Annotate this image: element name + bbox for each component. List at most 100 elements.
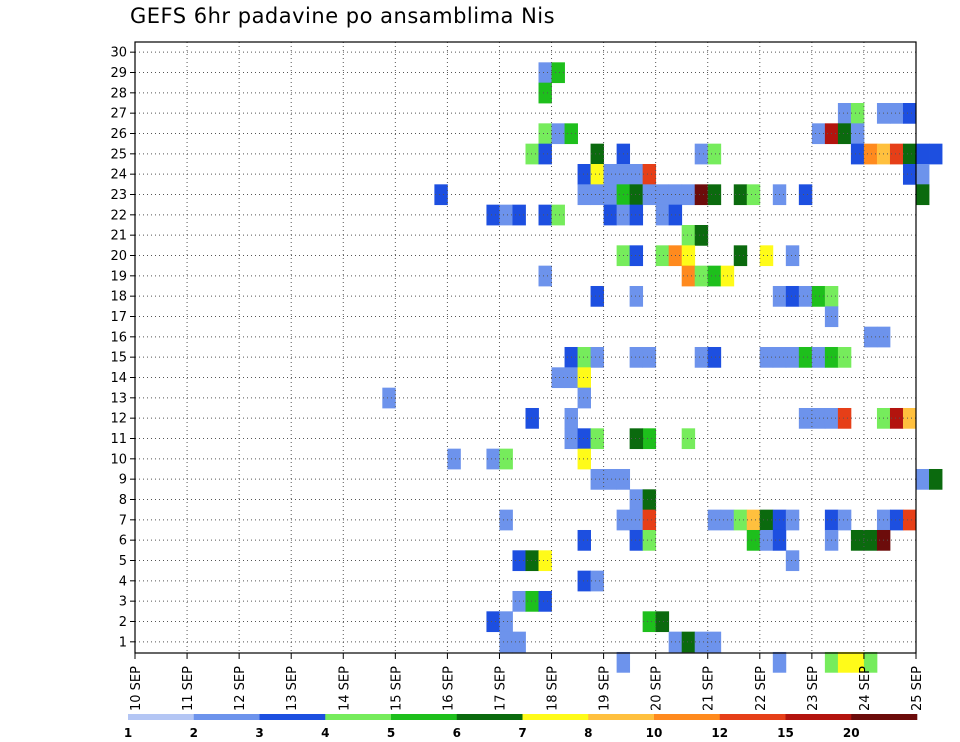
- heat-cell: [616, 651, 631, 673]
- heat-cell: [707, 346, 722, 368]
- x-tick-label: 24 SEP: [858, 666, 873, 711]
- heat-cell: [577, 346, 591, 368]
- heat-cell: [863, 651, 878, 673]
- y-tick-label: 26: [110, 127, 127, 142]
- y-tick-label: 5: [119, 554, 127, 569]
- heat-cell: [577, 387, 591, 409]
- y-tick-label: 22: [110, 208, 127, 223]
- heat-cell: [916, 468, 930, 490]
- heat-cell: [577, 184, 591, 206]
- heat-cell: [577, 367, 591, 389]
- heat-cell: [577, 570, 591, 592]
- heat-cell: [590, 143, 604, 165]
- heat-cell: [538, 265, 552, 287]
- heat-cell: [837, 346, 852, 368]
- heat-cell: [629, 245, 644, 267]
- x-tick-label: 12 SEP: [233, 666, 248, 711]
- y-tick-label: 29: [110, 66, 127, 81]
- heat-cell: [590, 184, 604, 206]
- heat-cell: [681, 265, 696, 287]
- heat-cell: [798, 285, 813, 307]
- x-tick-label: 20 SEP: [650, 666, 665, 711]
- heat-cell: [733, 509, 748, 531]
- heat-cell: [863, 529, 878, 551]
- heat-cell: [629, 164, 644, 185]
- heat-cell: [694, 631, 709, 653]
- heat-cell: [785, 550, 800, 572]
- heat-cell: [707, 184, 722, 206]
- heat-cell: [486, 204, 500, 226]
- x-tick-label: 22 SEP: [754, 666, 769, 711]
- y-tick-label: 24: [110, 168, 127, 183]
- heat-cell: [889, 509, 904, 531]
- y-tick-label: 13: [110, 391, 127, 406]
- heat-cell: [590, 164, 604, 185]
- heat-cell: [681, 245, 696, 267]
- heat-cell: [486, 448, 500, 470]
- heat-cell: [759, 529, 774, 551]
- y-tick-label: 8: [119, 493, 127, 508]
- heat-cell: [746, 509, 761, 531]
- heat-cell: [759, 509, 774, 531]
- x-tick-label: 17 SEP: [493, 666, 508, 711]
- heat-cell: [642, 529, 657, 551]
- plot-border: [134, 41, 917, 654]
- x-tick-label: 25 SEP: [910, 666, 925, 711]
- heat-cell: [681, 631, 696, 653]
- x-tick-label: 11 SEP: [181, 666, 196, 711]
- y-tick-label: 18: [110, 290, 127, 305]
- heat-cell: [889, 407, 904, 429]
- heat-cell: [863, 143, 878, 165]
- heat-cell: [785, 285, 800, 307]
- y-tick-label: 17: [110, 310, 127, 325]
- heat-cell: [629, 346, 644, 368]
- y-tick-label: 6: [119, 534, 127, 549]
- heat-cell: [577, 529, 591, 551]
- heat-cell: [577, 428, 591, 450]
- heat-cell: [603, 468, 618, 490]
- heat-cell: [902, 103, 917, 124]
- heat-cell: [889, 143, 904, 165]
- colorbar-swatch: [851, 714, 918, 720]
- heat-cell: [499, 448, 513, 470]
- heat-cell: [629, 529, 644, 551]
- cells-layer: [382, 62, 943, 673]
- x-tick-label: 23 SEP: [806, 666, 821, 711]
- heat-cell: [447, 448, 461, 470]
- y-tick-label: 21: [110, 229, 127, 244]
- heat-cell: [811, 123, 826, 145]
- heat-cell: [837, 407, 852, 429]
- heat-cell: [590, 468, 604, 490]
- colorbar-label: 15: [777, 726, 794, 740]
- chart-title: GEFS 6hr padavine po ansamblima Nis: [130, 4, 556, 28]
- heat-cell: [577, 448, 591, 470]
- x-tick-label: 15 SEP: [389, 666, 404, 711]
- colorbar-label: 8: [584, 726, 592, 740]
- colorbar-label: 12: [711, 726, 728, 740]
- colorbar-label: 7: [518, 726, 526, 740]
- y-tick-label: 4: [119, 574, 127, 589]
- y-tick-label: 23: [110, 188, 127, 203]
- heat-cell: [916, 164, 930, 185]
- heat-cell: [525, 550, 539, 572]
- heat-cell: [824, 651, 839, 673]
- heat-cell: [486, 611, 500, 633]
- heat-cell: [655, 184, 670, 206]
- heat-cell: [590, 346, 604, 368]
- heat-cell: [785, 245, 800, 267]
- heat-cell: [538, 550, 552, 572]
- heat-cell: [551, 204, 565, 226]
- y-tick-label: 1: [119, 635, 127, 650]
- heat-cell: [902, 509, 917, 531]
- colorbar-swatch: [522, 714, 589, 720]
- heat-cell: [837, 103, 852, 124]
- heat-cell: [642, 428, 657, 450]
- heat-cell: [929, 468, 943, 490]
- heat-cell: [902, 407, 917, 429]
- heat-cell: [551, 367, 565, 389]
- y-tick-label: 10: [110, 452, 127, 467]
- colorbar-swatch: [654, 714, 721, 720]
- heat-cell: [902, 143, 917, 165]
- colorbar-swatch: [193, 714, 260, 720]
